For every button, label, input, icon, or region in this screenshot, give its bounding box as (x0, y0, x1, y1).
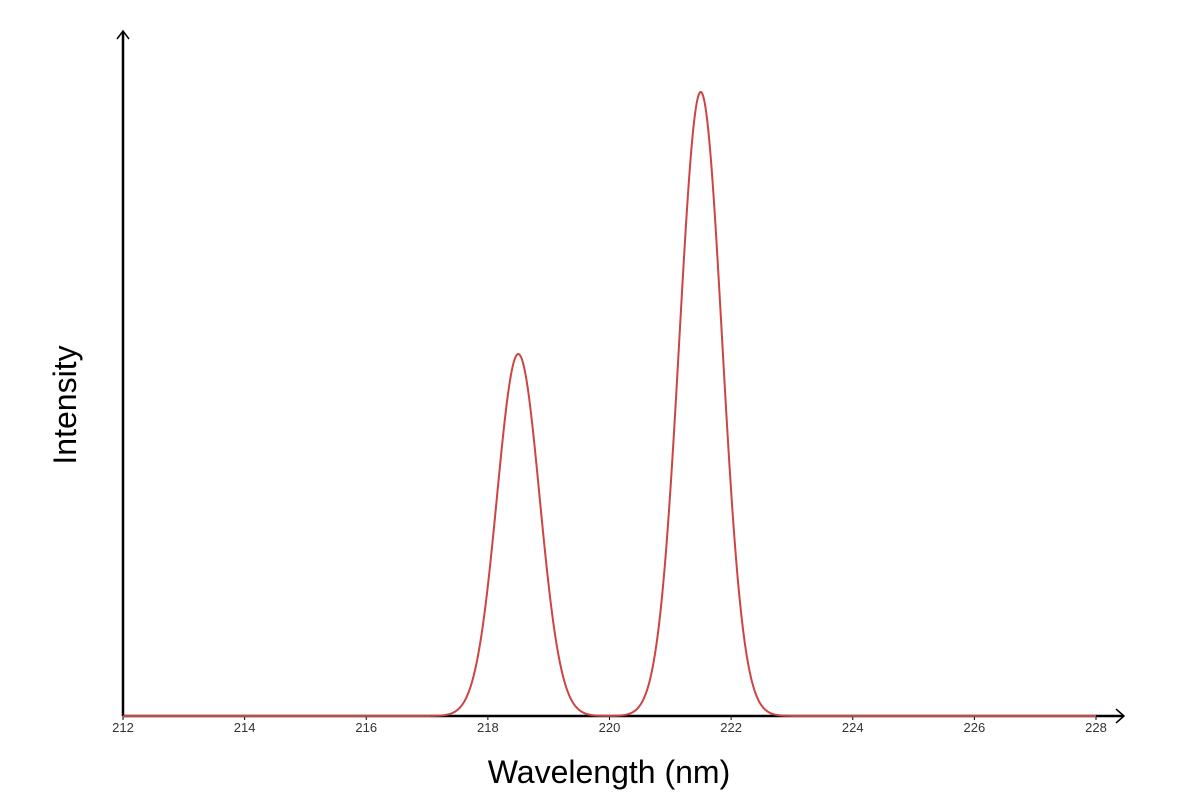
x-axis-title: Wavelength (nm) (488, 754, 730, 790)
x-tick-label: 220 (599, 720, 621, 735)
x-tick-label: 214 (234, 720, 256, 735)
x-tick-label: 218 (477, 720, 499, 735)
x-axis-arrowhead (1115, 708, 1126, 724)
x-tick-label: 228 (1085, 720, 1107, 735)
x-tick-label: 222 (720, 720, 742, 735)
x-tick-label: 216 (355, 720, 377, 735)
x-tick-label: 226 (964, 720, 986, 735)
x-tick-label: 212 (112, 720, 134, 735)
y-axis-title: Intensity (47, 345, 83, 464)
x-tick-group: 212 214 216 218 220 222 224 226 228 (112, 716, 1107, 735)
series-line (123, 90, 1096, 717)
x-tick-label: 224 (842, 720, 864, 735)
series-group (123, 90, 1096, 717)
y-axis-arrowhead (116, 29, 130, 40)
axes-group (116, 29, 1126, 724)
